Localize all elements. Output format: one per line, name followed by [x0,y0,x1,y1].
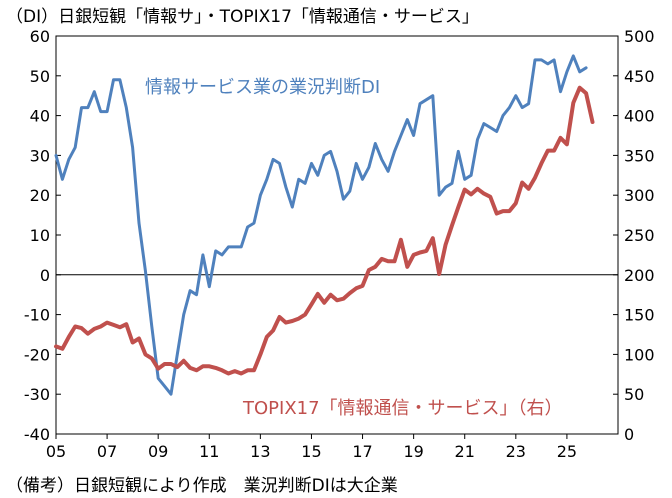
x-tick-label: 05 [46,442,66,461]
left-tick-label: 60 [30,27,50,46]
x-tick-label: 07 [97,442,117,461]
x-tick-label: 25 [557,442,577,461]
x-tick-label: 19 [403,442,423,461]
right-tick-label: 200 [624,266,655,285]
left-tick-label: -10 [24,306,50,325]
left-tick-label: 20 [30,186,50,205]
right-tick-label: 300 [624,186,655,205]
right-tick-label: 400 [624,107,655,126]
right-tick-label: 100 [624,345,655,364]
left-tick-label: -30 [24,385,50,404]
left-tick-label: -40 [24,425,50,444]
right-tick-label: 250 [624,226,655,245]
left-tick-label: 10 [30,226,50,245]
series-line-di [54,54,588,396]
x-tick-label: 09 [148,442,168,461]
left-tick-label: 50 [30,67,50,86]
left-axis-ticks: 60 50 40 30 20 10 0 -10 -20 -30 -40 [24,27,61,444]
left-tick-label: 40 [30,107,50,126]
right-tick-label: 450 [624,67,655,86]
x-tick-label: 17 [352,442,372,461]
annotation-layer: 情報サービス業の業況判断DI TOPIX17「情報通信・サービス」（右） [145,77,563,419]
x-axis-ticks: 05 07 09 11 13 15 17 19 21 23 25 [46,434,577,461]
left-tick-label: -20 [24,345,50,364]
right-tick-label: 350 [624,146,655,165]
left-tick-label: 0 [40,266,50,285]
series-label-topix: TOPIX17「情報通信・サービス」（右） [242,398,563,419]
x-tick-label: 13 [250,442,270,461]
x-tick-label: 21 [455,442,475,461]
right-tick-label: 50 [624,385,644,404]
source-note: （備考）日銀短観により作成 業況判断DIは大企業 [6,476,398,496]
left-tick-label: 30 [30,146,50,165]
chart-title: （DI）日銀短観「情報サ」・TOPIX17「情報通信・サービス」 [6,7,479,27]
x-tick-label: 11 [199,442,219,461]
series-label-di: 情報サービス業の業況判断DI [145,77,380,98]
x-tick-label: 23 [506,442,526,461]
right-tick-label: 150 [624,306,655,325]
series-line-topix [54,85,595,376]
right-tick-label: 500 [624,27,655,46]
x-tick-label: 15 [301,442,321,461]
right-tick-label: 0 [624,425,634,444]
series-layer [54,54,595,396]
